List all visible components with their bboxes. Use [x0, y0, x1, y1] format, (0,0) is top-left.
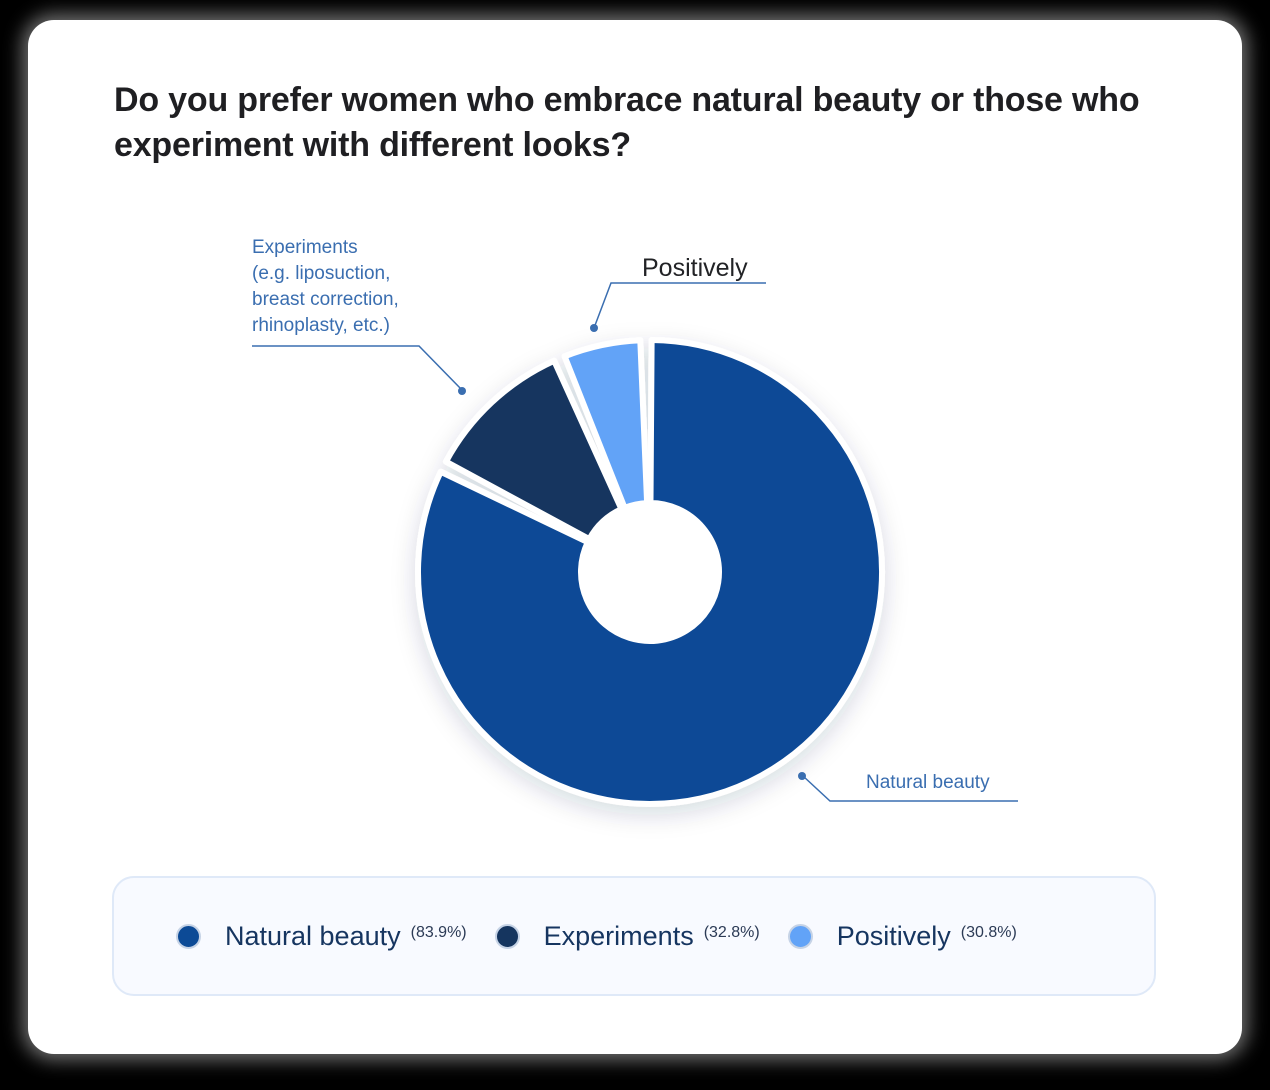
- chart-title: Do you prefer women who embrace natural …: [114, 81, 1140, 164]
- callout-positively-leader: [590, 282, 766, 332]
- legend-value: (32.8%): [703, 924, 760, 941]
- donut-hole: [581, 503, 719, 641]
- chart-legend: Natural beauty (83.9%) Experiments (32.8…: [112, 876, 1156, 996]
- legend-label: Positively: [836, 920, 951, 951]
- callout-experiments-leader: [252, 345, 466, 395]
- legend-value: (83.9%): [410, 924, 467, 941]
- callout-natural-beauty-leader: [798, 772, 1018, 802]
- legend-label: Natural beauty: [225, 920, 401, 951]
- legend-item-experiments: Experiments (32.8%): [494, 920, 760, 952]
- callout-natural-beauty-label: Natural beauty: [866, 772, 990, 793]
- legend-item-natural-beauty: Natural beauty (83.9%): [176, 921, 467, 952]
- callout-positively-label: Positively: [642, 254, 748, 282]
- donut-slices: [415, 337, 885, 807]
- legend-value: (30.8%): [960, 924, 1017, 941]
- legend-swatch-icon: [787, 923, 813, 949]
- legend-swatch-icon: [494, 923, 520, 949]
- legend-item-positively: Positively (30.8%): [787, 920, 1017, 952]
- legend-label: Experiments: [543, 920, 694, 951]
- legend-swatch-icon: [176, 923, 201, 949]
- callout-experiments-label: Experiments (e.g. liposuction, breast co…: [252, 237, 399, 336]
